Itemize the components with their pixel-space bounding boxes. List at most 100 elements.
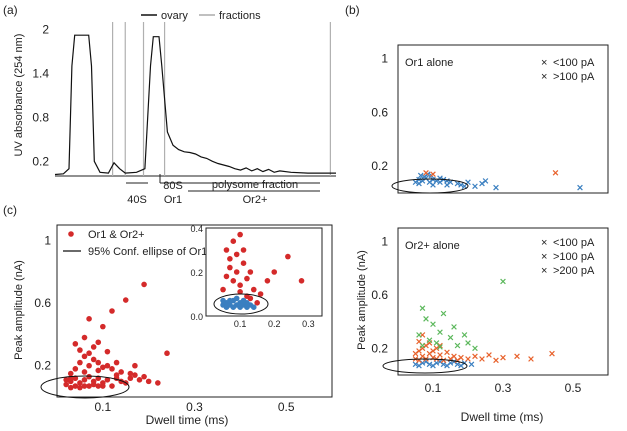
legend-fractions: fractions [219, 10, 261, 22]
b2-s2-pt-9 [451, 324, 457, 330]
panel-a-ylabel: UV absorbance (254 nm) [13, 34, 25, 157]
inset-s0-pt-16 [257, 291, 264, 297]
c-s0-pt-46 [77, 384, 83, 391]
b2-s0-pt-9 [430, 362, 436, 369]
b2-s2-pt-16 [437, 344, 443, 350]
panel-b2-annotation: Or2+ alone [405, 240, 460, 252]
c-s0-pt-42 [95, 339, 102, 346]
c-s0-pt-47 [86, 383, 92, 389]
c-s0-pt-18 [77, 347, 83, 353]
panel-b1-annotation: Or1 alone [405, 57, 453, 69]
b1-s0-pt-14 [417, 172, 424, 179]
legend-b2-gt200: >200 pA [553, 265, 595, 277]
panel-c-inset-ellipse [213, 293, 269, 315]
inset-xtick-2: 0.3 [302, 319, 315, 329]
c-s0-pt-20 [86, 350, 92, 357]
panel-b2-ylabel: Peak amplitude (nA) [356, 250, 368, 350]
b2-s1-pt-28 [493, 357, 499, 364]
inset-ytick-0: 0.0 [190, 312, 203, 322]
b2-ytick-0: 0.2 [371, 341, 388, 355]
panel-c-ylabel: Peak amplitude (nA) [13, 260, 25, 360]
panel-b1-ellipse [391, 178, 469, 194]
b2-s2-pt-8 [447, 334, 454, 341]
inset-s1-pt-11 [227, 297, 233, 304]
b2-s2-pt-6 [437, 329, 443, 336]
b2-s1-pt-26 [479, 356, 485, 362]
b2-s2-pt-15 [419, 305, 426, 312]
b2-s2-pt-12 [465, 340, 471, 346]
panel-a-ytick-0: 0.2 [32, 154, 49, 168]
c-s0-pt-16 [95, 367, 102, 374]
c-xtick-0: 0.1 [94, 400, 111, 414]
b2-s0-pt-11 [458, 362, 464, 369]
inset-s0-pt-14 [247, 269, 254, 275]
c-s0-pt-41 [141, 281, 147, 288]
c-s0-pt-4 [81, 377, 88, 383]
b2-s0-pt-10 [444, 362, 450, 369]
c-s0-pt-30 [127, 375, 134, 382]
inset-s1-pt-17 [244, 304, 250, 311]
panel-a-fraction-brackets [126, 174, 320, 184]
c-ytick-2: 1 [44, 234, 51, 248]
c-s0-pt-2 [72, 375, 79, 382]
inset-s0-pt-9 [230, 238, 237, 244]
c-s0-pt-35 [132, 362, 138, 369]
c-s0-pt-9 [104, 377, 111, 383]
c-s0-pt-5 [86, 373, 92, 380]
panel-a-ytick-1: 0.8 [32, 110, 49, 124]
c-s0-pt-36 [164, 350, 170, 357]
b1-s0-pt-21 [444, 182, 450, 188]
inset-s1-pt-16 [220, 297, 226, 304]
c-s0-pt-53 [81, 383, 88, 389]
legend-b1-marker-1: × [541, 71, 547, 83]
b1-s0-pt-19 [430, 182, 436, 188]
c-s0-pt-54 [90, 381, 97, 388]
c-s0-pt-34 [113, 359, 120, 366]
inset-s0-pt-24 [254, 300, 260, 306]
panel-b1-frame [397, 44, 609, 194]
fraction-label-or2: Or2+ [243, 194, 268, 206]
c-s0-pt-15 [90, 356, 97, 363]
fraction-label-80s: 80S [163, 180, 183, 192]
inset-s0-pt-7 [244, 275, 250, 282]
inset-s1-pt-13 [240, 297, 247, 304]
inset-xtick-0: 0.1 [234, 319, 247, 329]
inset-s0-pt-19 [285, 253, 291, 260]
inset-s0-pt-22 [237, 289, 243, 295]
inset-s0-pt-2 [227, 264, 233, 271]
c-s0-pt-25 [104, 362, 111, 369]
c-s0-pt-3 [77, 380, 83, 386]
b2-s2-pt-4 [430, 321, 436, 328]
c-s0-pt-17 [100, 364, 106, 371]
b2-s1-pt-32 [549, 350, 555, 357]
b2-s1-pt-25 [472, 353, 478, 360]
b1-s0-pt-23 [472, 183, 478, 190]
c-s0-pt-31 [136, 377, 143, 383]
c-s0-pt-37 [86, 316, 92, 322]
b1-s0-pt-5 [430, 176, 436, 183]
panel-b2-ellipse [382, 358, 468, 374]
inset-s0-pt-23 [247, 295, 254, 302]
c-s0-pt-43 [104, 348, 111, 355]
c-s0-pt-59 [141, 373, 147, 380]
legend-b2-marker-1: × [541, 251, 547, 263]
legend-ovary: ovary [161, 10, 188, 22]
inset-s1-pt-10 [237, 304, 243, 311]
inset-s0-pt-15 [250, 286, 257, 293]
panel-b2-legend: × <100 pA × >100 pA × >200 pA [541, 237, 595, 277]
c-s0-pt-56 [109, 383, 115, 389]
c-xtick-1: 0.3 [186, 400, 203, 414]
inset-s0-pt-3 [230, 278, 237, 284]
c-s0-pt-19 [81, 353, 88, 360]
b2-s1-pt-27 [486, 352, 492, 358]
legend-b1-marker-0: × [541, 57, 547, 69]
inset-s0-pt-5 [237, 282, 243, 289]
b2-s1-pt-13 [458, 354, 464, 361]
c-s0-pt-11 [72, 366, 79, 372]
b2-s1-pt-24 [465, 356, 471, 362]
b2-s2-pt-3 [426, 337, 433, 344]
c-ytick-0: 0.2 [34, 359, 51, 373]
c-s0-pt-22 [90, 344, 97, 350]
b2-s2-pt-11 [461, 332, 468, 338]
